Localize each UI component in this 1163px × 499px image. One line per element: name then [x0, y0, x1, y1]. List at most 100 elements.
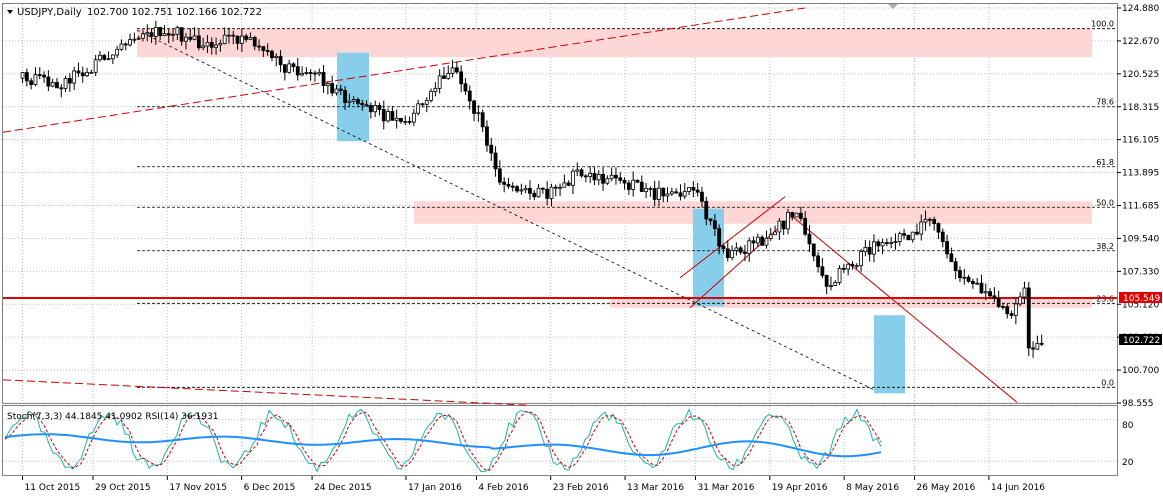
candle-body	[644, 188, 648, 193]
candle-body	[596, 173, 601, 181]
stochastic-main-line	[4, 408, 882, 473]
candle-body	[252, 37, 257, 47]
candle-body	[330, 83, 335, 94]
candle-body	[975, 282, 980, 285]
candle-body	[201, 45, 206, 49]
candle-body	[700, 191, 704, 202]
candle-body	[450, 67, 455, 74]
ohlc-values: 102.700 102.751 102.166 102.722	[87, 7, 262, 18]
candle-body	[1039, 342, 1044, 345]
candle-body	[811, 243, 816, 257]
candle-body	[897, 233, 902, 242]
fib-label: 100.0	[1091, 20, 1114, 29]
candle-body	[411, 112, 416, 123]
candle-body	[532, 192, 537, 198]
candle-body	[231, 34, 236, 37]
date-tick-label: 6 Dec 2015	[244, 483, 296, 493]
candle-body	[983, 291, 988, 294]
price-axis: 124.880 122.670 120.525 118.315 116.105 113.8…	[1117, 4, 1159, 409]
dropdown-triangle-icon[interactable]	[7, 10, 13, 14]
candle-body	[239, 35, 244, 44]
date-tick-label: 31 Mar 2016	[697, 483, 754, 493]
indicator-frame	[2, 405, 1118, 476]
candle-body	[798, 212, 803, 219]
candle-body	[738, 247, 743, 253]
date-tick-label: 23 Feb 2016	[553, 483, 609, 493]
candle-body	[850, 263, 855, 267]
candle-body	[794, 212, 799, 218]
candle-body	[674, 191, 679, 194]
price-tick-label: 111.685	[1122, 202, 1159, 212]
candle-body	[313, 72, 317, 75]
candle-body	[682, 190, 687, 197]
candle-body	[936, 223, 941, 233]
candle-body	[764, 237, 769, 246]
symbol-label: USDJPY,Daily	[17, 7, 82, 18]
current-price-label: 102.722	[1123, 336, 1160, 346]
candle-body	[962, 276, 967, 279]
candle-body	[1018, 296, 1023, 305]
candle-body	[949, 253, 954, 263]
highlight-box-jan	[337, 52, 369, 142]
candle-body	[325, 83, 330, 87]
fib-label: 38.2	[1096, 242, 1114, 251]
candle-body	[863, 246, 868, 253]
candle-body	[33, 74, 38, 85]
candle-body	[123, 43, 128, 46]
date-tick-label: 19 Apr 2016	[772, 483, 828, 493]
candle-body	[433, 87, 438, 92]
candle-body	[420, 103, 425, 106]
candle-body	[515, 186, 519, 192]
candle-body	[816, 255, 820, 268]
candle-body	[773, 231, 777, 236]
candle-body	[755, 236, 760, 244]
candle-body	[876, 241, 881, 247]
candle-body	[893, 241, 898, 243]
candle-body	[906, 234, 911, 241]
candle-body	[76, 70, 81, 74]
fib-label: 78.6	[1096, 98, 1114, 107]
candle-body	[708, 218, 713, 222]
candle-body	[601, 173, 605, 184]
candle-body	[175, 27, 180, 35]
candle-body	[72, 70, 77, 84]
date-tick-label: 11 Oct 2015	[25, 483, 81, 493]
candle-body	[841, 267, 846, 270]
candle-body	[988, 291, 992, 297]
candle-body	[704, 200, 709, 220]
candle-body	[110, 54, 115, 60]
candle-body	[454, 67, 459, 73]
date-tick-label: 13 Mar 2016	[627, 483, 684, 493]
price-tick-label: 116.105	[1122, 136, 1159, 146]
candle-body	[768, 234, 773, 239]
candle-body	[291, 63, 296, 68]
candle-body	[786, 211, 790, 230]
highlight-box-jun	[874, 315, 905, 394]
candle-body	[209, 41, 214, 48]
candle-body	[803, 218, 808, 235]
candle-body	[880, 242, 885, 247]
candle-body	[98, 54, 102, 61]
candle-body	[295, 66, 300, 76]
candle-body	[970, 280, 975, 285]
candle-body	[566, 182, 571, 186]
candle-body	[162, 33, 167, 36]
trend-lines	[2, 7, 1117, 406]
candle-body	[222, 34, 227, 44]
candle-body	[528, 187, 532, 194]
candle-body	[665, 193, 670, 197]
candle-body	[192, 35, 197, 40]
candle-body	[463, 83, 468, 92]
date-axis: 11 Oct 2015 29 Oct 2015 17 Nov 2015 6 Dec 2…	[22, 476, 1045, 493]
candle-body	[721, 245, 726, 250]
candle-body	[833, 282, 838, 286]
indicator-lines	[3, 408, 1117, 473]
candle-body	[958, 270, 962, 279]
scroll-marker-icon[interactable]	[888, 4, 898, 9]
candle-body	[635, 179, 640, 183]
candle-body	[807, 233, 812, 245]
candle-body	[485, 126, 489, 146]
candle-body	[747, 240, 752, 254]
candle-body	[571, 170, 575, 186]
